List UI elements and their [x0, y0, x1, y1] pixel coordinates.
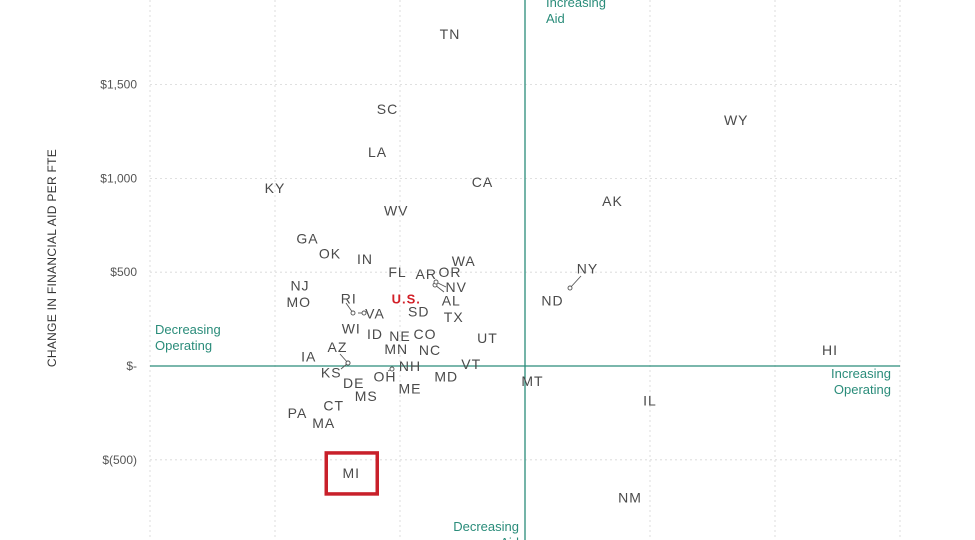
point-label-nd: ND — [541, 292, 563, 308]
point-label-sd: SD — [408, 304, 429, 320]
quadrant-label-decreasing-aid: Decreasing — [453, 519, 519, 534]
point-label-ut: UT — [477, 330, 498, 346]
point-label-wi: WI — [342, 320, 361, 336]
leader-line — [569, 275, 582, 289]
y-tick-label: $- — [126, 359, 137, 373]
quadrant-label-decreasing-aid: Aid — [500, 535, 519, 540]
quadrant-label-increasing-aid: Increasing — [546, 0, 606, 10]
point-label-wv: WV — [384, 202, 409, 218]
point-label-ma: MA — [312, 415, 335, 431]
point-label-tx: TX — [444, 309, 464, 325]
point-label-id: ID — [367, 326, 383, 342]
point-label-ne: NE — [389, 328, 410, 344]
point-label-ks: KS — [321, 365, 342, 381]
point-label-wa: WA — [452, 253, 476, 269]
point-label-ca: CA — [472, 174, 493, 190]
point-label-il: IL — [643, 393, 657, 409]
y-tick-label: $1,000 — [100, 171, 137, 185]
point-label-ct: CT — [323, 397, 344, 413]
quadrant-label-increasing-operating: Operating — [834, 382, 891, 397]
point-label-vt: VT — [461, 356, 481, 372]
point-label-us: U.S. — [392, 291, 421, 306]
y-axis-title: CHANGE IN FINANCIAL AID PER FTE — [45, 149, 59, 367]
point-marker — [345, 360, 351, 366]
point-label-la: LA — [368, 144, 387, 160]
point-label-ri: RI — [341, 290, 357, 306]
point-marker — [389, 366, 395, 372]
point-label-ga: GA — [296, 230, 318, 246]
point-label-ak: AK — [602, 193, 623, 209]
point-label-hi: HI — [822, 342, 838, 358]
point-label-nv: NV — [446, 279, 467, 295]
quadrant-label-decreasing-operating: Decreasing — [155, 322, 221, 337]
point-marker — [361, 310, 367, 316]
point-label-mt: MT — [521, 373, 543, 389]
point-marker — [350, 310, 356, 316]
point-label-mo: MO — [286, 294, 311, 310]
highlight-box — [324, 451, 379, 496]
quadrant-label-increasing-aid: Aid — [546, 11, 565, 26]
point-label-ky: KY — [265, 180, 286, 196]
y-tick-label: $500 — [110, 265, 137, 279]
point-label-md: MD — [434, 368, 458, 384]
point-label-nj: NJ — [290, 277, 309, 293]
point-label-ms: MS — [355, 388, 378, 404]
y-tick-label: $(500) — [102, 453, 137, 467]
quadrant-axes — [150, 0, 900, 540]
quadrant-label-decreasing-operating: Operating — [155, 338, 212, 353]
y-tick-label: $1,500 — [100, 78, 137, 92]
point-label-mi: MI — [342, 465, 360, 481]
quadrant-labels: IncreasingAidDecreasingAidDecreasingOper… — [155, 0, 891, 540]
point-label-mn: MN — [384, 341, 408, 357]
point-label-de: DE — [343, 375, 364, 391]
point-label-pa: PA — [288, 405, 308, 421]
y-axis-ticks: $1,500 $1,000 $500 $- $(500) — [100, 78, 137, 467]
point-label-va: VA — [365, 305, 385, 321]
point-label-in: IN — [357, 251, 373, 267]
point-label-me: ME — [399, 381, 422, 397]
point-label-tn: TN — [440, 26, 461, 42]
point-marker — [433, 279, 439, 285]
point-label-oh: OH — [374, 368, 397, 384]
quadrant-label-increasing-operating: Increasing — [831, 366, 891, 381]
point-label-or: OR — [439, 264, 462, 280]
point-label-nh: NH — [399, 358, 421, 374]
point-label-sc: SC — [377, 101, 398, 117]
point-label-nm: NM — [618, 489, 642, 505]
point-label-nc: NC — [419, 342, 441, 358]
point-label-al: AL — [442, 292, 461, 308]
point-label-ia: IA — [301, 349, 316, 365]
point-marker — [567, 285, 573, 291]
point-label-ok: OK — [319, 245, 341, 261]
point-label-ar: AR — [416, 266, 437, 282]
point-label-az: AZ — [328, 339, 348, 355]
point-label-co: CO — [414, 326, 437, 342]
point-label-ny: NY — [577, 260, 598, 276]
point-label-wy: WY — [724, 112, 749, 128]
point-label-fl: FL — [388, 264, 406, 280]
